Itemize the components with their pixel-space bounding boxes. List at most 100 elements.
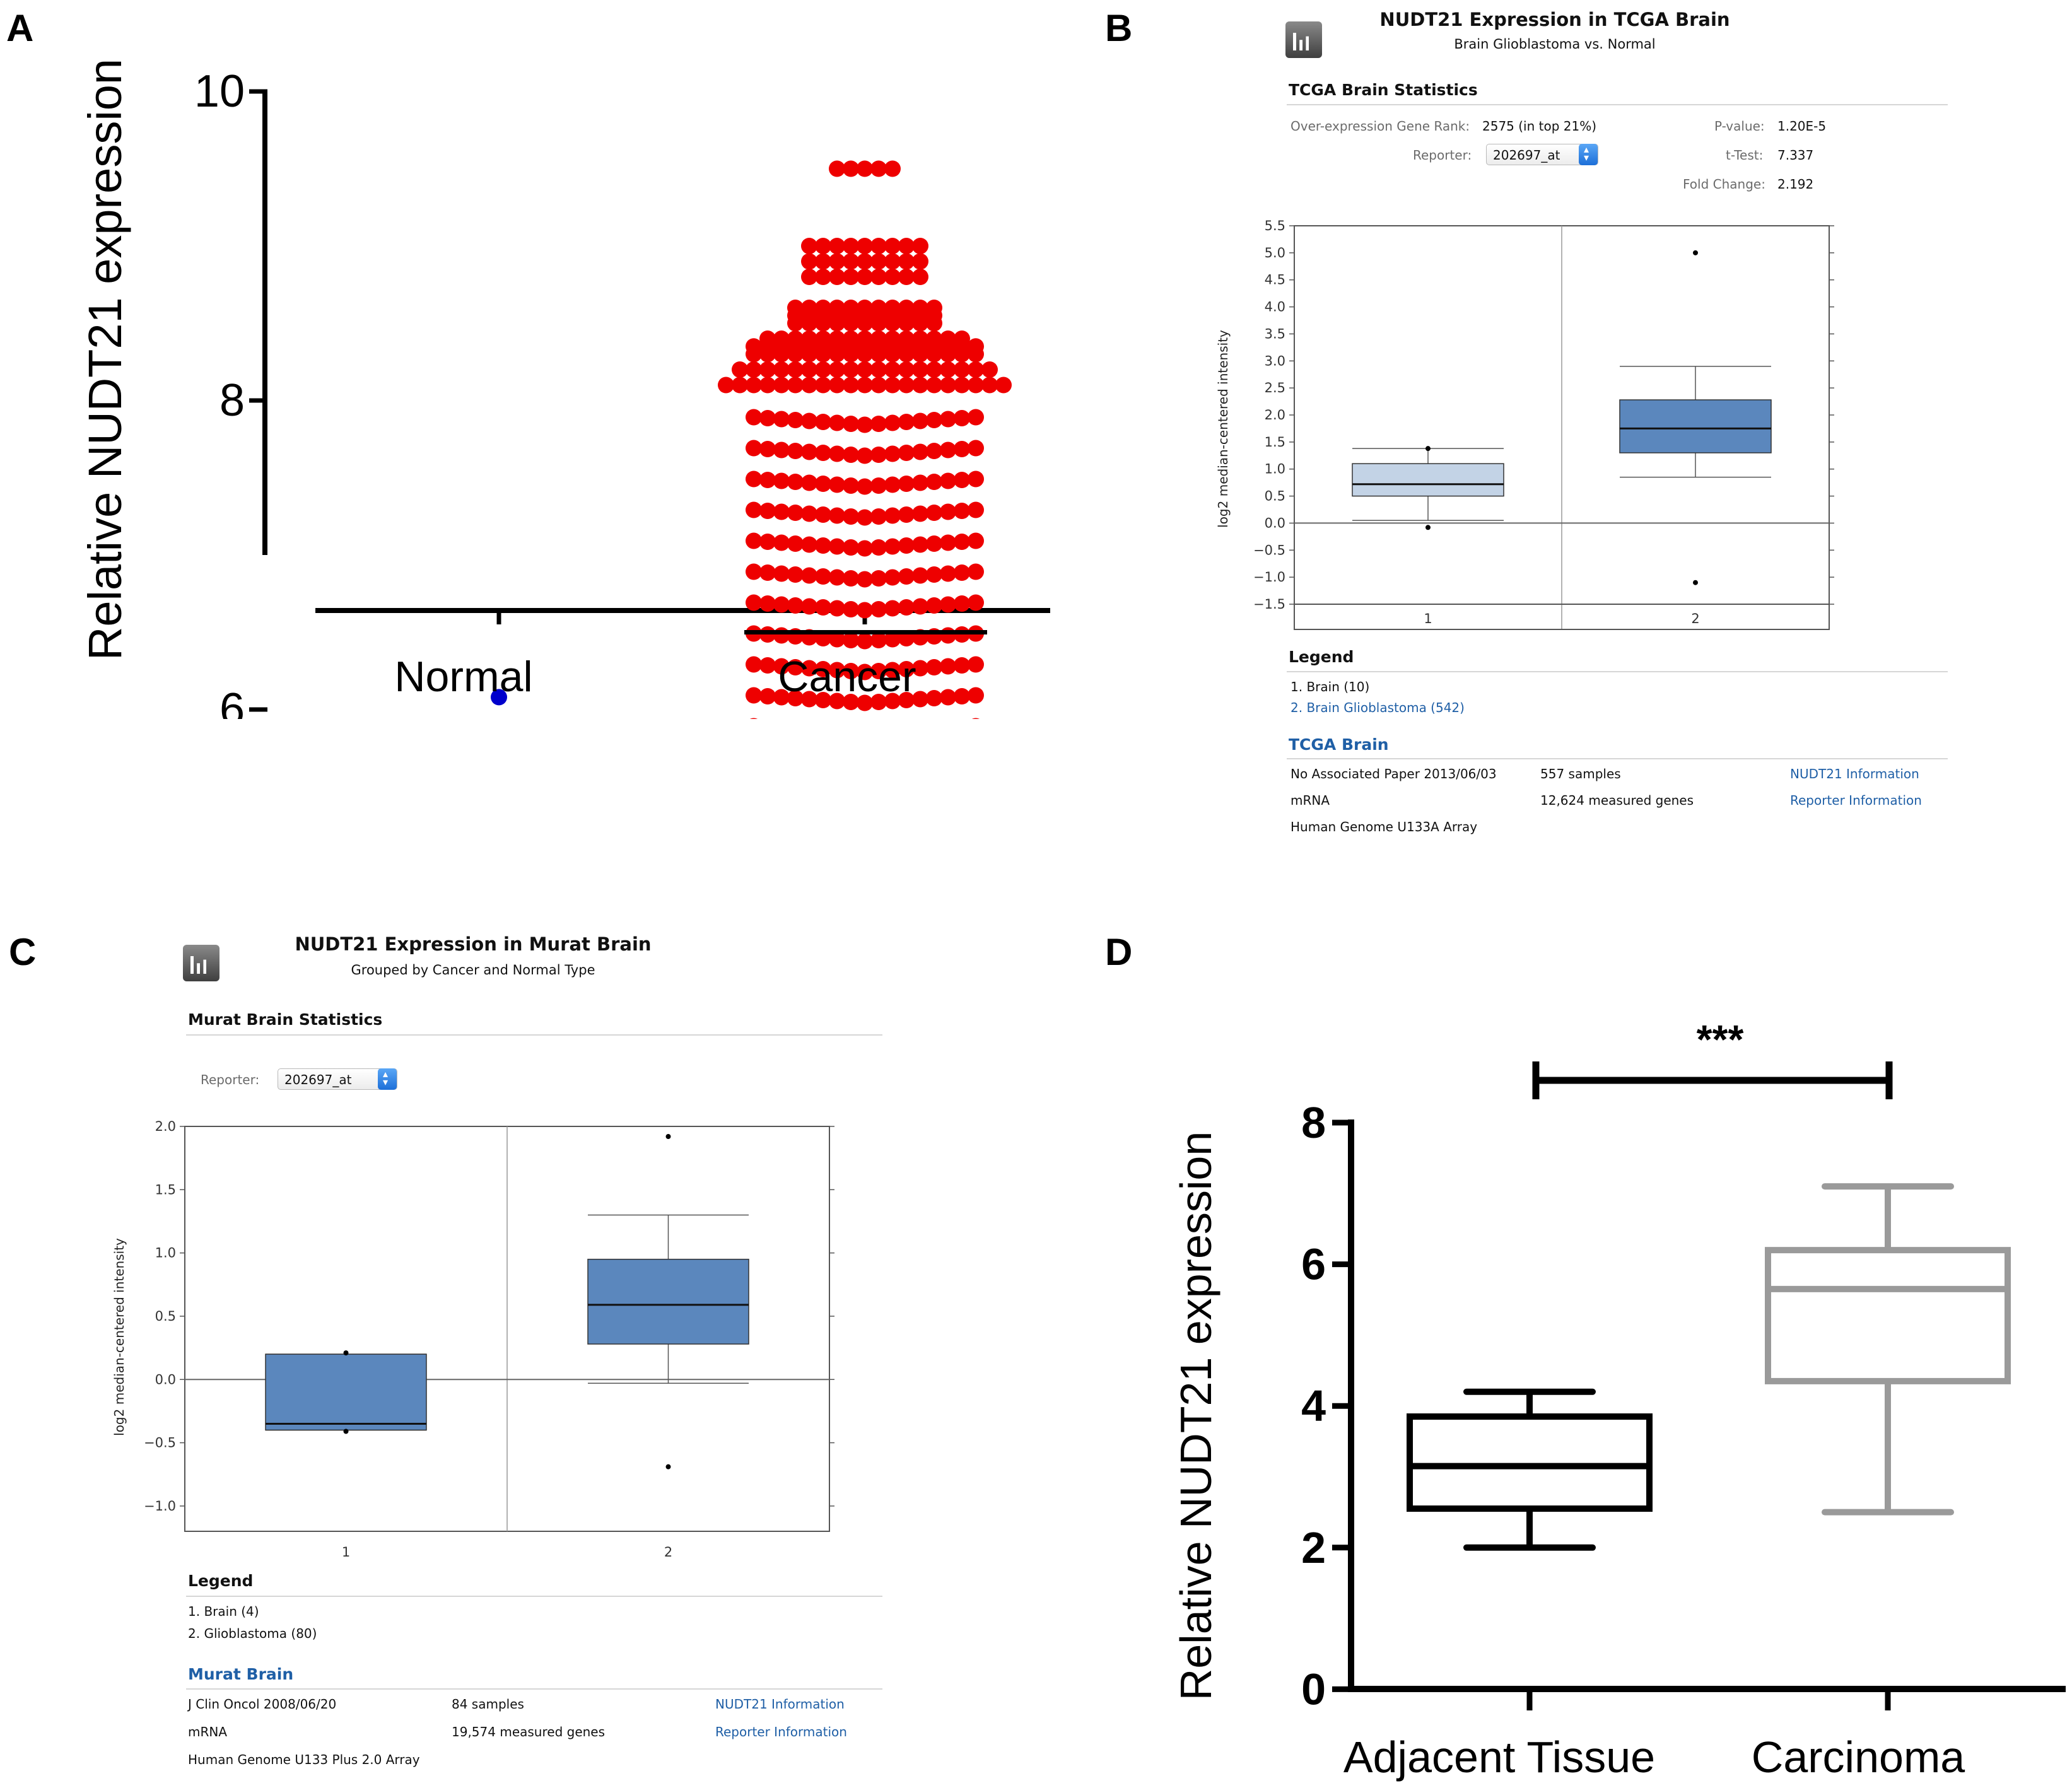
a-cancer-point [829, 238, 845, 254]
a-cancer-point [829, 476, 845, 493]
a-cancer-point [940, 596, 956, 613]
a-cancer-point [870, 694, 887, 710]
a-cancer-point [954, 595, 970, 612]
a-cancer-point [815, 537, 831, 554]
d-y-tick-label: 8 [1301, 1098, 1326, 1147]
d-x-tick-label-adjacent: Adjacent Tissue [1343, 1732, 1655, 1782]
b-dataset-divider [1287, 758, 1948, 759]
a-cancer-point [884, 600, 901, 617]
b-y-tick-label: −0.5 [1253, 542, 1285, 558]
b-gene-info-link[interactable]: NUDT21 Information [1790, 766, 1919, 781]
b-ttest-label: t-Test: [1726, 148, 1764, 163]
a-cancer-point [773, 411, 790, 428]
b-category-strip [1294, 604, 1830, 630]
a-cancer-point [954, 564, 970, 581]
a-cancer-point [843, 477, 859, 494]
a-cancer-point [787, 412, 804, 428]
a-cancer-point [815, 346, 831, 363]
a-cancer-point [773, 377, 790, 394]
a-cancer-point [773, 596, 790, 613]
a-cancer-point [954, 441, 970, 457]
c-x-tick-label: 1 [342, 1545, 350, 1560]
a-cancer-point [912, 505, 928, 522]
c-chart-title: NUDT21 Expression in Murat Brain [295, 933, 652, 955]
a-cancer-point [829, 377, 845, 394]
a-cancer-point [857, 238, 873, 254]
a-cancer-point [829, 445, 845, 462]
a-cancer-point [815, 476, 831, 492]
c-x-tick-label: 2 [664, 1545, 672, 1560]
b-y-tick-label: 3.5 [1265, 326, 1285, 341]
a-cancer-point [801, 660, 817, 677]
a-cancer-point [898, 253, 915, 270]
c-outlier-point [665, 1134, 671, 1140]
a-cancer-point [787, 377, 804, 394]
a-cancer-point [870, 377, 887, 394]
a-cancer-point [843, 416, 859, 432]
b-chart-subtitle: Brain Glioblastoma vs. Normal [1454, 37, 1656, 52]
a-cancer-point [843, 346, 859, 363]
a-cancer-point [940, 689, 956, 706]
a-cancer-point [968, 687, 984, 704]
b-y-tick-label: 2.0 [1265, 407, 1285, 423]
a-y-tick-label: 8 [219, 375, 245, 426]
a-cancer-point [926, 412, 942, 428]
a-cancer-point [912, 253, 928, 270]
b-stats-divider [1287, 104, 1948, 105]
a-cancer-point [912, 536, 928, 553]
a-cancer-point [968, 532, 984, 549]
a-cancer-point [857, 694, 873, 711]
a-cancer-point [870, 539, 887, 556]
a-cancer-point [926, 535, 942, 552]
b-y-tick-label: −1.0 [1253, 570, 1285, 585]
b-legend-item-2[interactable]: 2. Brain Glioblastoma (542) [1291, 700, 1465, 715]
a-cancer-point [801, 238, 817, 254]
a-cancer-point [732, 361, 748, 378]
a-cancer-point [954, 657, 970, 674]
a-cancer-point [884, 631, 901, 648]
c-gene-info-link[interactable]: NUDT21 Information [715, 1697, 845, 1712]
c-legend-divider [186, 1596, 882, 1597]
a-cancer-point [898, 692, 915, 708]
a-cancer-point [815, 506, 831, 523]
a-cancer-point [759, 564, 776, 581]
a-cancer-point [759, 377, 776, 394]
a-cancer-point [801, 443, 817, 460]
c-y-tick-label: −1.0 [144, 1499, 176, 1514]
c-reporter-label: Reporter: [201, 1072, 260, 1087]
a-cancer-point [773, 534, 790, 551]
c-dataset-link[interactable]: Murat Brain [188, 1665, 294, 1683]
a-cancer-point [829, 315, 845, 332]
a-cancer-point [940, 441, 956, 459]
b-mrna-info: mRNA [1291, 793, 1330, 808]
c-reporter-select[interactable]: 202697_at [278, 1063, 397, 1093]
a-cancer-point [787, 659, 804, 675]
a-cancer-point [746, 409, 762, 426]
c-reporter-info-link[interactable]: Reporter Information [715, 1724, 847, 1739]
a-cancer-point [746, 470, 762, 488]
a-cancer-point [773, 346, 790, 363]
c-legend-item-2: 2. Glioblastoma (80) [188, 1626, 317, 1641]
a-cancer-point [787, 361, 804, 378]
a-cancer-point [759, 503, 776, 519]
b-outlier-point [1425, 525, 1431, 530]
a-cancer-point [829, 160, 845, 177]
a-cancer-point [926, 659, 942, 675]
b-rank-value: 2575 (in top 21%) [1482, 119, 1597, 134]
a-cancer-point [870, 269, 887, 285]
a-cancer-point [843, 253, 859, 270]
b-reporter-info-link[interactable]: Reporter Information [1790, 793, 1922, 808]
a-cancer-point [968, 377, 984, 394]
a-cancer-point [843, 694, 859, 710]
a-cancer-point [926, 474, 942, 490]
a-cancer-point [787, 566, 804, 583]
a-cancer-point [954, 472, 970, 488]
a-cancer-point [843, 508, 859, 525]
b-reporter-select[interactable]: 202697_at [1486, 139, 1598, 168]
a-cancer-point [759, 534, 776, 550]
a-cancer-point [857, 633, 873, 650]
a-cancer-point [759, 472, 776, 488]
a-cancer-point [940, 377, 956, 394]
b-dataset-link[interactable]: TCGA Brain [1289, 735, 1389, 754]
a-cancer-point [829, 507, 845, 524]
